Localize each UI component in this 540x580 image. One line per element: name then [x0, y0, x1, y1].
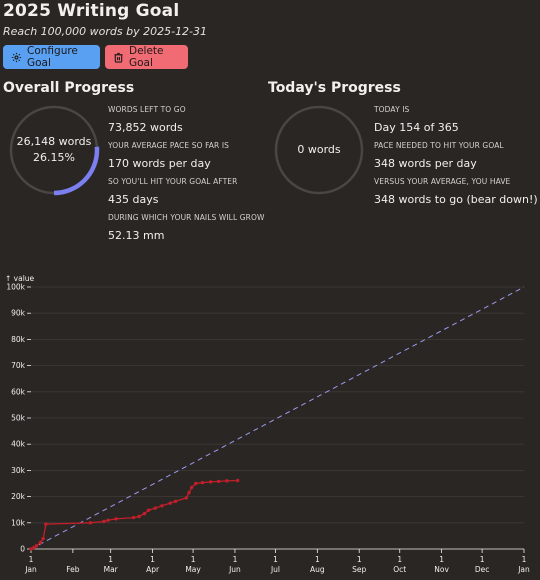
x-tick-day: 1	[357, 555, 362, 564]
stat-label-today-is: Today is	[374, 105, 410, 114]
today-progress-heading: Today's Progress	[268, 80, 401, 96]
overall-stats: Words left to go 73,852 words Your avera…	[108, 105, 278, 249]
progress-point	[32, 545, 36, 550]
actual-progress-line	[30, 479, 238, 550]
x-tick-day: 1	[191, 555, 196, 564]
x-tick-month: Jan	[517, 565, 530, 574]
x-tick-month: Nov	[434, 565, 449, 574]
today-words: 0 words	[297, 143, 341, 156]
stat-label-pace-needed: Pace needed to hit your goal	[374, 141, 504, 150]
overall-progress-ring: 26,148 words 26.15%	[8, 104, 100, 196]
progress-point	[41, 536, 45, 541]
progress-point	[173, 499, 178, 504]
stat-label-goal-after: So you'll hit your goal after	[108, 177, 238, 186]
stat-label-average-pace: Your average pace so far is	[108, 141, 229, 150]
stat-label-nail-growth: During which your nails will grow	[108, 213, 265, 222]
progress-point	[137, 514, 141, 519]
y-tick-label: 70k	[11, 361, 26, 370]
progress-point	[190, 485, 194, 490]
stat-value-nail-growth: 52.13 mm	[108, 229, 165, 242]
x-tick-month: Sep	[352, 565, 366, 574]
progress-point	[34, 544, 39, 548]
y-tick-label: 60k	[11, 387, 26, 396]
page-title: 2025 Writing Goal	[3, 1, 180, 21]
progress-point	[142, 511, 147, 516]
x-tick-day: 1	[315, 555, 320, 564]
overall-progress-heading: Overall Progress	[3, 80, 135, 96]
x-tick-day: 1	[273, 555, 278, 564]
x-tick-day: 1	[480, 555, 485, 564]
stat-value-words-left: 73,852 words	[108, 121, 183, 134]
progress-point	[160, 504, 164, 508]
progress-point	[29, 547, 33, 551]
x-tick-day: 1	[150, 555, 155, 564]
target-pace-line	[30, 286, 525, 550]
stat-value-average-pace: 170 words per day	[108, 157, 211, 170]
today-progress-ring: 0 words	[273, 104, 365, 196]
y-tick-label: 0	[20, 545, 25, 554]
stat-label-versus-average: Versus your average, you have	[374, 177, 511, 186]
x-tick-month: May	[185, 565, 201, 574]
overall-percent: 26.15%	[33, 151, 75, 164]
today-stats: Today is Day 154 of 365 Pace needed to h…	[374, 105, 540, 213]
progress-point	[235, 478, 240, 483]
x-tick-month: Mar	[104, 565, 119, 574]
configure-goal-button[interactable]: Configure Goal	[3, 45, 100, 69]
stat-value-versus-average: 348 words to go (bear down!)	[374, 193, 538, 206]
x-tick-day: 1	[29, 555, 34, 564]
configure-goal-label: Configure Goal	[27, 45, 78, 69]
y-tick-label: 20k	[11, 492, 26, 501]
progress-point	[225, 479, 229, 483]
x-tick-day: 1	[522, 555, 527, 564]
progress-point	[187, 490, 191, 495]
progress-point	[146, 508, 151, 512]
y-tick-label: 30k	[11, 466, 26, 475]
x-tick-day: 1	[439, 555, 444, 564]
stat-label-words-left: Words left to go	[108, 105, 186, 114]
progress-point	[114, 517, 118, 521]
y-tick-label: 40k	[11, 440, 26, 449]
progress-point	[88, 521, 93, 525]
progress-point	[44, 522, 48, 526]
progress-point	[184, 496, 189, 500]
overall-words: 26,148 words	[16, 135, 92, 148]
stat-value-goal-after: 435 days	[108, 193, 159, 206]
x-tick-month: Apr	[146, 565, 160, 574]
y-tick-label: 90k	[11, 309, 26, 318]
stat-value-pace-needed: 348 words per day	[374, 157, 477, 170]
delete-goal-label: Delete Goal	[129, 45, 164, 69]
goal-subtitle: Reach 100,000 words by 2025-12-31	[3, 25, 208, 38]
delete-goal-button[interactable]: Delete Goal	[105, 45, 188, 69]
y-axis-label: ↑ value	[5, 274, 35, 283]
progress-point	[208, 480, 213, 484]
x-tick-day: 1	[108, 555, 113, 564]
progress-point	[217, 479, 221, 484]
progress-point	[102, 519, 106, 524]
progress-point	[168, 501, 172, 505]
x-tick-day: 1	[233, 555, 238, 564]
x-tick-month: Aug	[310, 565, 325, 574]
y-tick-label: 100k	[6, 283, 25, 292]
progress-point	[38, 540, 43, 545]
trash-icon	[113, 52, 124, 63]
progress-point	[131, 515, 136, 520]
y-tick-label: 10k	[11, 518, 26, 527]
x-tick-month: Jan	[24, 565, 37, 574]
progress-point	[194, 481, 198, 486]
x-tick-month: Jul	[270, 565, 280, 574]
overall-progress-arc	[8, 104, 100, 196]
stat-value-today-is: Day 154 of 365	[374, 121, 459, 134]
progress-point	[153, 506, 157, 510]
progress-chart: ↑ value 0 10k 20k 30k 40k 50k 60k 70k 80k 90k 100k…	[5, 274, 530, 574]
x-tick-day: 1	[397, 555, 402, 564]
x-tick-month: Feb	[66, 565, 80, 574]
x-tick-month: Dec	[475, 565, 490, 574]
x-tick-month: Oct	[393, 565, 406, 574]
y-tick-label: 50k	[11, 414, 26, 423]
y-tick-label: 80k	[11, 335, 26, 344]
progress-point	[106, 518, 110, 522]
progress-point	[200, 481, 205, 485]
x-tick-month: Jun	[228, 565, 241, 574]
gear-icon	[11, 52, 22, 63]
